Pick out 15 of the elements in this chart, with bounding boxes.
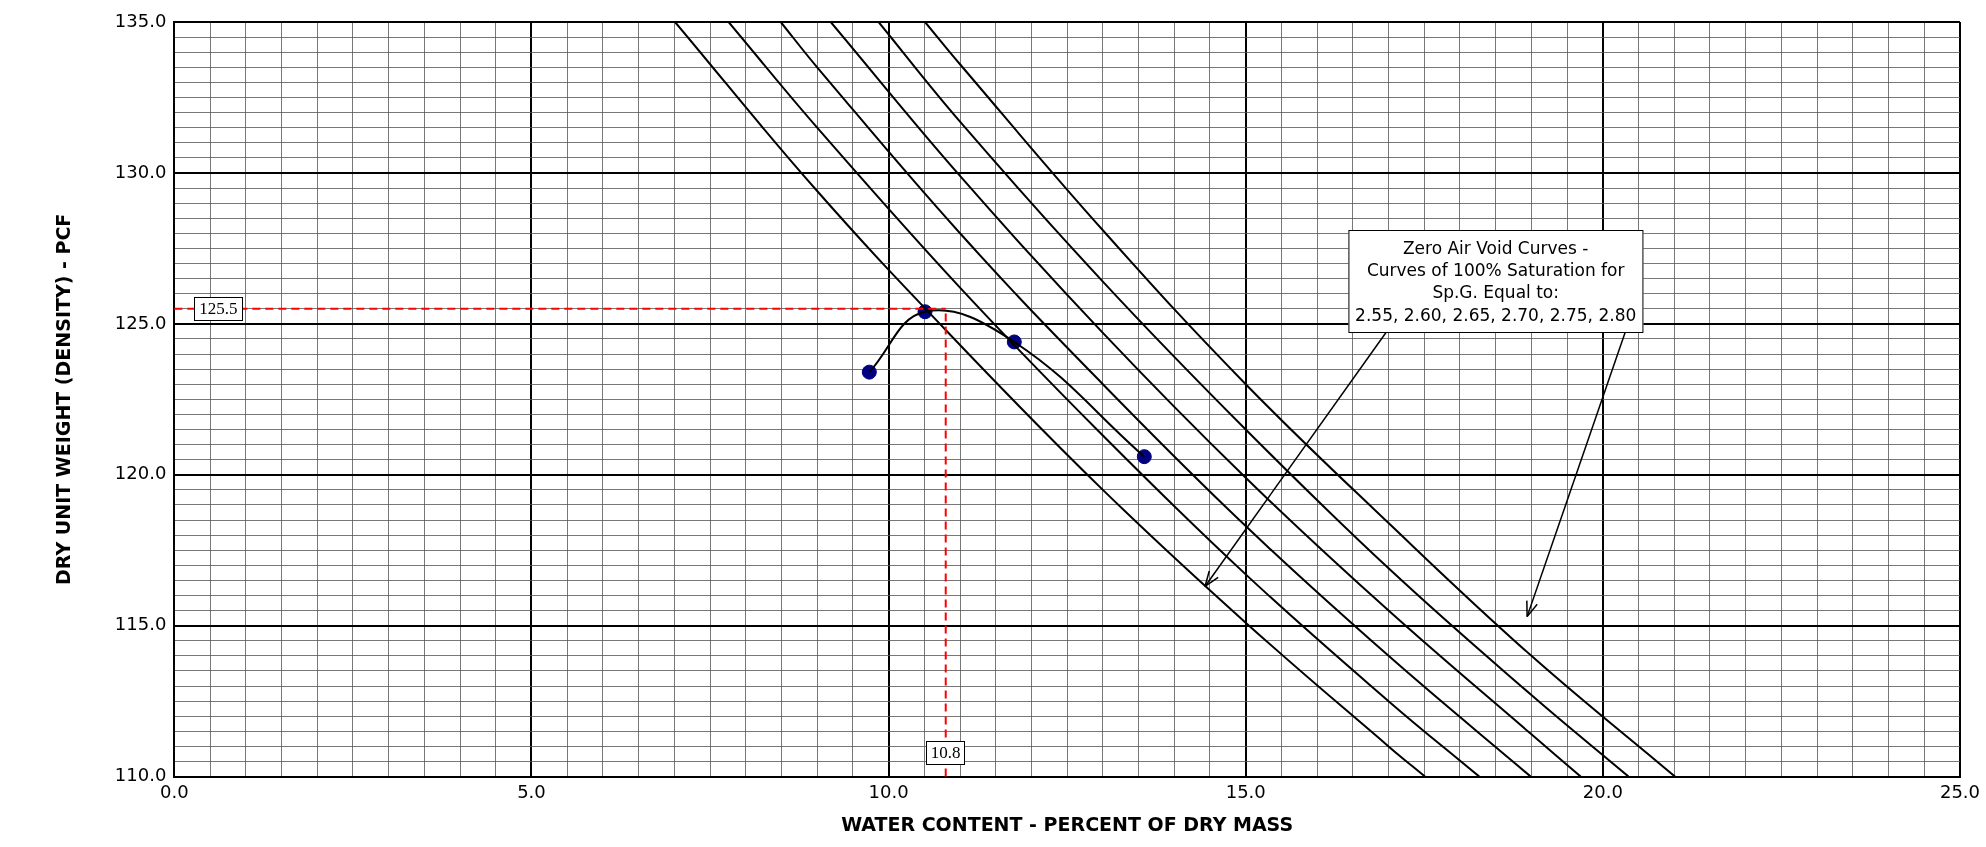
x-axis-title: WATER CONTENT - PERCENT OF DRY MASS [841, 812, 1294, 835]
x-tick-label: 15.0 [1225, 781, 1266, 803]
y-tick-label: 130.0 [114, 160, 167, 182]
y-tick-label: 115.0 [114, 613, 167, 635]
x-tick-label: 20.0 [1582, 781, 1623, 803]
y-tick-label: 135.0 [114, 9, 167, 31]
annotation: Zero Air Void Curves - Curves of 100% Saturation for Sp.G. Equal to: 2.55, 2.60, 2.65, 2.70, 2.75, 2.80 [1348, 230, 1644, 333]
y-axis-title: DRY UNIT WEIGHT (DENSITY) - PCF [52, 213, 75, 585]
y-tick-label: 125.0 [114, 311, 167, 333]
x-tick-label: 5.0 [517, 781, 546, 803]
ref-line-label: 10.8 [925, 740, 966, 765]
ref-line-label: 125.5 [194, 296, 243, 321]
x-tick-label: 10.0 [868, 781, 909, 803]
x-tick-label: 25.0 [1939, 781, 1980, 803]
y-tick-label: 120.0 [114, 462, 167, 484]
